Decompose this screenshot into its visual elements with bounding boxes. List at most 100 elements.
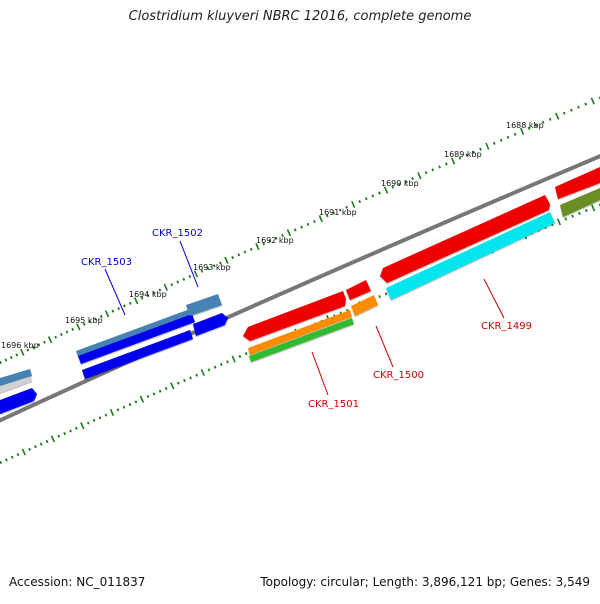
inner-track-major-tick (232, 356, 235, 362)
inner-track-major-tick (22, 449, 25, 455)
gene-label-ckr-1499[interactable]: CKR_1499 (481, 321, 532, 332)
outer-track-major-tick (486, 143, 489, 150)
outer-track-minor-tick (232, 256, 233, 258)
outer-track-minor-tick (508, 136, 509, 138)
inner-track-minor-tick (88, 422, 89, 424)
outer-track-minor-tick (251, 248, 252, 250)
outer-track-major-tick (106, 311, 109, 317)
gene-ckr-1502-blue[interactable] (193, 313, 228, 336)
outer-track-major-tick (556, 113, 559, 119)
inner-track-minor-tick (227, 361, 228, 363)
inner-track-minor-tick (129, 403, 130, 405)
genome-summary-text: Topology: circular; Length: 3,896,121 bp… (260, 575, 590, 589)
inner-track-minor-tick (209, 369, 210, 371)
outer-track-minor-tick (183, 278, 184, 280)
inner-track-minor-tick (135, 401, 136, 403)
outer-track-minor-tick (55, 336, 56, 338)
outer-track-major-tick (418, 172, 421, 179)
gene-label-ckr-1500[interactable]: CKR_1500 (373, 370, 424, 381)
outer-track-minor-tick (171, 284, 172, 286)
tick-label-1695: 1695 kbp (65, 316, 103, 325)
outer-track-minor-tick (189, 275, 190, 277)
accession-text: Accession: NC_011837 (9, 575, 145, 589)
genome-backbone (0, 152, 600, 425)
outer-track-minor-tick (494, 142, 495, 144)
inner-track-minor-tick (6, 459, 7, 461)
backbone-line (0, 152, 600, 425)
outer-track-minor-tick (308, 223, 309, 225)
gene-label-ckr-1502[interactable]: CKR_1502 (152, 228, 203, 239)
tick-label-1691: 1691 kbp (319, 208, 357, 217)
outer-track-major-tick (288, 230, 291, 236)
gene-ckr-1500-red-small[interactable] (346, 280, 371, 300)
inner-track-minor-tick (221, 363, 222, 365)
tick-label-1694: 1694 kbp (129, 290, 167, 299)
gene-ckr-1502-steelblue[interactable] (186, 294, 222, 316)
outer-track-minor-tick (301, 226, 302, 228)
tick-label-1689: 1689 kbp (444, 150, 482, 159)
inner-track-major-tick (592, 205, 595, 212)
tick-label-1693: 1693 kbp (193, 263, 231, 272)
genes-reverse (243, 167, 600, 362)
outer-track-minor-tick (44, 341, 45, 343)
outer-track-minor-tick (5, 359, 6, 361)
inner-track-minor-tick (246, 353, 247, 355)
inner-track-major-tick (141, 396, 144, 402)
outer-track-minor-tick (124, 305, 125, 307)
tick-label-1690: 1690 kbp (381, 179, 419, 188)
tick-label-1696: 1696 kbp (1, 341, 39, 350)
outer-track-minor-tick (66, 331, 67, 333)
outer-track-minor-tick (118, 307, 119, 309)
inner-track-major-tick (201, 369, 204, 375)
inner-track-major-tick (558, 219, 561, 226)
gene-ckr-1500-orange[interactable] (351, 295, 378, 316)
inner-track-minor-tick (64, 432, 65, 434)
inner-track-minor-tick (58, 435, 59, 437)
inner-track-minor-tick (100, 417, 101, 419)
callout-ckr-1500 (376, 326, 393, 367)
outer-track-minor-tick (16, 354, 17, 356)
outer-track-minor-tick (130, 302, 131, 304)
inner-track-minor-tick (41, 443, 42, 445)
inner-track-minor-tick (184, 379, 185, 381)
outer-track-minor-tick (585, 103, 586, 105)
gene-label-ckr-1503[interactable]: CKR_1503 (81, 257, 132, 268)
outer-track-minor-tick (571, 109, 572, 111)
inner-track-minor-tick (0, 461, 1, 463)
outer-track-minor-tick (295, 229, 296, 231)
outer-track-major-tick (49, 337, 52, 343)
inner-track-minor-tick (123, 406, 124, 408)
outer-track-minor-tick (426, 172, 427, 174)
outer-track-minor-tick (379, 192, 380, 194)
outer-track-major-tick (591, 98, 594, 105)
outer-track-minor-tick (72, 328, 73, 330)
inner-track-minor-tick (586, 209, 587, 211)
inner-track-minor-tick (76, 427, 77, 429)
callout-ckr-1499 (484, 279, 504, 318)
outer-track-minor-tick (366, 198, 367, 200)
outer-track-minor-tick (439, 166, 440, 168)
inner-track-minor-tick (572, 215, 573, 217)
inner-track-minor-tick (239, 355, 240, 357)
outer-track-minor-tick (372, 195, 373, 197)
inner-track-minor-tick (12, 456, 13, 458)
outer-track-minor-tick (314, 220, 315, 222)
gene-label-ckr-1501[interactable]: CKR_1501 (308, 399, 359, 410)
inner-track-minor-tick (579, 212, 580, 214)
inner-track-major-tick (111, 409, 114, 415)
outer-track-minor-tick (11, 356, 12, 358)
inner-track-minor-tick (166, 387, 167, 389)
inner-track-minor-tick (94, 419, 95, 421)
outer-track-minor-tick (578, 106, 579, 108)
inner-track-minor-tick (29, 448, 30, 450)
outer-track-major-tick (352, 201, 355, 208)
outer-track-minor-tick (244, 251, 245, 253)
outer-track-minor-tick (177, 281, 178, 283)
map-title: Clostridium kluyveri NBRC 12016, complet… (0, 9, 600, 24)
outer-track-minor-tick (359, 200, 360, 202)
inner-track-minor-tick (35, 446, 36, 448)
outer-track-minor-tick (432, 169, 433, 171)
inner-track-minor-tick (18, 453, 19, 455)
